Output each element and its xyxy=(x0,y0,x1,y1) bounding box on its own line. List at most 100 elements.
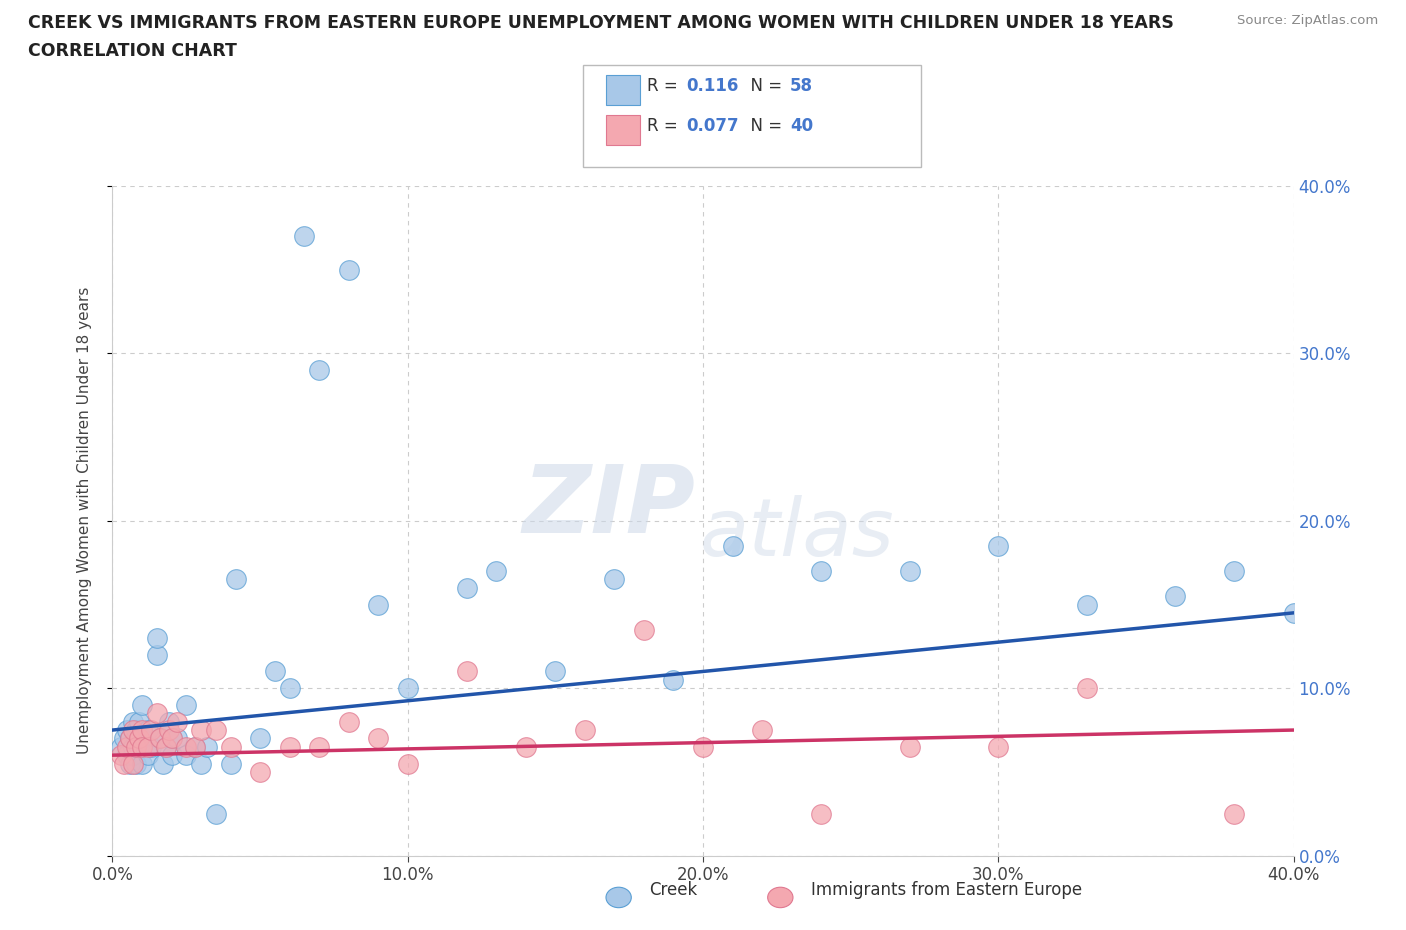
Point xyxy=(1076,681,1098,696)
Point xyxy=(721,538,744,553)
Point xyxy=(122,748,145,763)
Point xyxy=(112,731,135,746)
Point xyxy=(225,572,247,587)
Point xyxy=(157,723,180,737)
Text: Creek: Creek xyxy=(650,881,697,899)
Point xyxy=(1223,564,1246,578)
Point xyxy=(1282,605,1305,620)
Text: 0.077: 0.077 xyxy=(686,116,738,135)
Point xyxy=(131,756,153,771)
Point xyxy=(122,756,145,771)
Point xyxy=(190,723,212,737)
Point xyxy=(120,731,142,746)
Point xyxy=(205,723,228,737)
Point xyxy=(751,723,773,737)
Point xyxy=(146,706,169,721)
Point xyxy=(136,723,159,737)
Point xyxy=(117,723,138,737)
Point xyxy=(308,363,330,378)
Point xyxy=(120,756,142,771)
Point xyxy=(184,739,207,754)
Point xyxy=(278,739,301,754)
Point xyxy=(515,739,537,754)
Point xyxy=(174,739,197,754)
Text: N =: N = xyxy=(740,116,787,135)
Text: 40: 40 xyxy=(790,116,813,135)
Point xyxy=(149,731,172,746)
Point xyxy=(125,731,148,746)
Point xyxy=(122,723,145,737)
Text: atlas: atlas xyxy=(700,495,894,573)
Point xyxy=(367,597,389,612)
Point xyxy=(131,731,153,746)
Point xyxy=(456,664,478,679)
Point xyxy=(157,714,180,729)
Point xyxy=(544,664,567,679)
Point xyxy=(264,664,287,679)
Point xyxy=(1223,806,1246,821)
Point xyxy=(149,731,172,746)
Point xyxy=(810,806,832,821)
Point xyxy=(184,739,207,754)
Point xyxy=(146,647,169,662)
Point xyxy=(128,731,150,746)
Point xyxy=(160,731,183,746)
Point xyxy=(160,731,183,746)
Point xyxy=(190,756,212,771)
Point xyxy=(174,748,197,763)
Point xyxy=(195,739,218,754)
Point xyxy=(987,538,1010,553)
Point xyxy=(131,739,153,754)
Point xyxy=(456,580,478,595)
Point xyxy=(603,572,626,587)
Point xyxy=(155,739,177,754)
Point xyxy=(110,748,132,763)
Text: 58: 58 xyxy=(790,76,813,95)
Point xyxy=(125,723,148,737)
Point xyxy=(110,739,132,754)
Point xyxy=(128,714,150,729)
Text: N =: N = xyxy=(740,76,787,95)
Point xyxy=(898,739,921,754)
Point xyxy=(574,723,596,737)
Point xyxy=(308,739,330,754)
Point xyxy=(125,756,148,771)
Point xyxy=(131,723,153,737)
Point xyxy=(1076,597,1098,612)
Point xyxy=(136,739,159,754)
Point xyxy=(292,229,315,244)
Text: R =: R = xyxy=(647,116,683,135)
Text: Source: ZipAtlas.com: Source: ZipAtlas.com xyxy=(1237,14,1378,27)
Point xyxy=(166,731,188,746)
Point xyxy=(152,756,174,771)
Point xyxy=(122,739,145,754)
Point xyxy=(367,731,389,746)
Point xyxy=(337,714,360,729)
Point xyxy=(117,748,138,763)
Text: R =: R = xyxy=(647,76,683,95)
Point xyxy=(249,731,271,746)
Point xyxy=(155,739,177,754)
Point xyxy=(396,756,419,771)
Point xyxy=(146,631,169,645)
Point xyxy=(692,739,714,754)
Text: 0.116: 0.116 xyxy=(686,76,738,95)
Point xyxy=(112,756,135,771)
Text: CORRELATION CHART: CORRELATION CHART xyxy=(28,42,238,60)
Point xyxy=(136,748,159,763)
Point xyxy=(249,764,271,779)
Text: CREEK VS IMMIGRANTS FROM EASTERN EUROPE UNEMPLOYMENT AMONG WOMEN WITH CHILDREN U: CREEK VS IMMIGRANTS FROM EASTERN EUROPE … xyxy=(28,14,1174,32)
Point xyxy=(125,739,148,754)
Point xyxy=(139,739,162,754)
Point xyxy=(1164,589,1187,604)
Y-axis label: Unemployment Among Women with Children Under 18 years: Unemployment Among Women with Children U… xyxy=(77,287,91,754)
Point xyxy=(810,564,832,578)
Point xyxy=(898,564,921,578)
Text: Immigrants from Eastern Europe: Immigrants from Eastern Europe xyxy=(811,881,1083,899)
Point xyxy=(337,262,360,277)
Point xyxy=(122,714,145,729)
Point xyxy=(219,756,242,771)
Point xyxy=(205,806,228,821)
Point xyxy=(278,681,301,696)
Point xyxy=(633,622,655,637)
